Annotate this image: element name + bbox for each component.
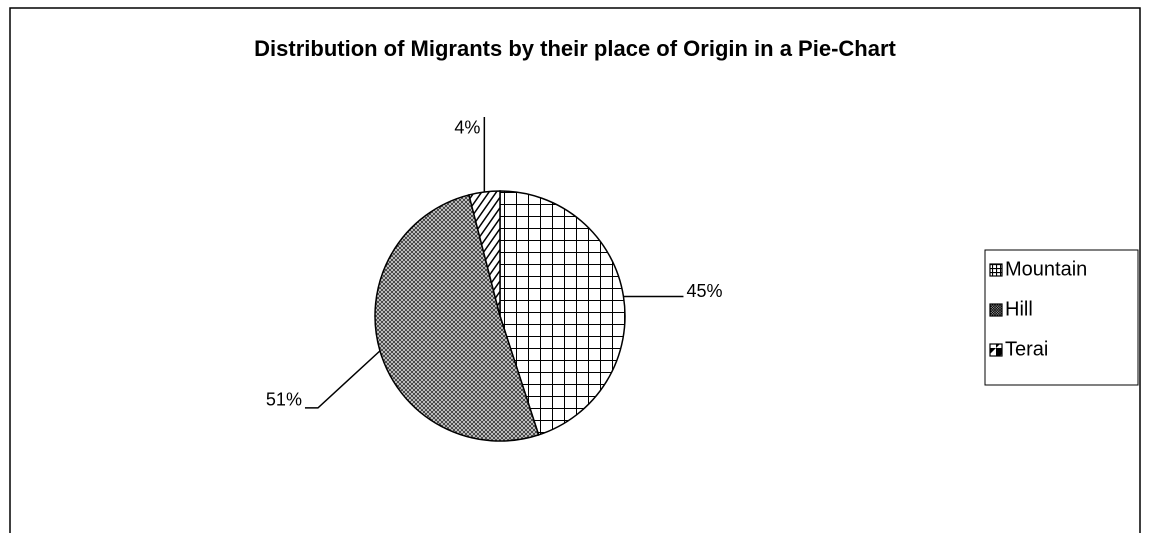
legend-label: Mountain [1005, 258, 1087, 280]
leader-line [304, 350, 381, 409]
legend-label: Hill [1005, 298, 1033, 320]
legend-swatch [989, 263, 1003, 277]
chart-title: Distribution of Migrants by their place … [254, 36, 896, 61]
data-label: 4% [454, 118, 480, 138]
pie-slice [374, 194, 540, 442]
pie-slice [499, 190, 626, 436]
legend-swatch [989, 343, 1003, 357]
legend-box [984, 249, 1139, 386]
data-label: 51% [266, 390, 302, 410]
legend-label: Terai [1005, 338, 1048, 360]
legend-swatch [989, 303, 1003, 317]
data-label: 45% [686, 281, 722, 301]
